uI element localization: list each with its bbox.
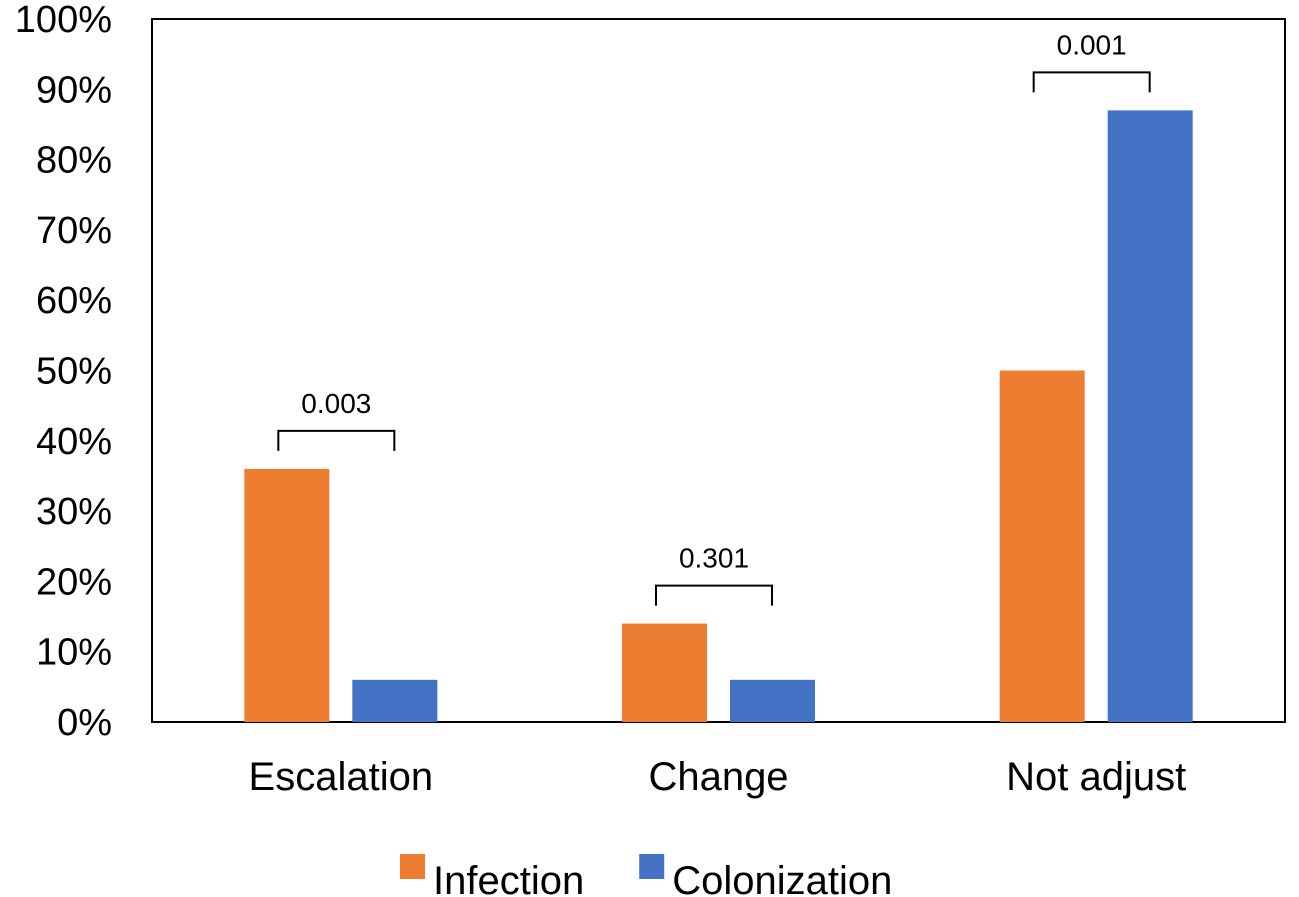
y-tick-label: 10%: [36, 632, 112, 674]
x-axis-labels: Escalation Change Not adjust: [249, 755, 1187, 799]
x-tick-label: Not adjust: [1006, 755, 1186, 799]
bar-infection-escalation: [244, 468, 330, 722]
significance-annotations: 0.003 0.301 0.001: [277, 29, 1151, 606]
bar-colonization-change: [730, 679, 815, 722]
legend-label-colonization: Colonization: [672, 859, 892, 897]
y-tick-label: 40%: [36, 421, 112, 463]
p-value-label: 0.301: [679, 543, 749, 574]
legend-label-infection: Infection: [433, 859, 584, 897]
x-tick-label: Escalation: [249, 755, 434, 799]
legend-swatch-colonization: [639, 854, 665, 879]
significance-bracket: [655, 584, 773, 606]
y-tick-label: 90%: [36, 69, 112, 111]
p-value-label: 0.003: [301, 388, 371, 419]
bar-infection-change: [622, 623, 707, 722]
y-tick-label: 60%: [36, 280, 112, 322]
y-tick-label: 0%: [57, 702, 112, 744]
p-value-label: 0.001: [1057, 29, 1127, 60]
bar-infection-not-adjust: [999, 370, 1085, 722]
y-axis-ticks: 0% 10% 20% 30% 40% 50% 60% 70% 80% 90% 100%: [15, 0, 112, 744]
bar-colonization-not-adjust: [1107, 110, 1193, 722]
plot-frame: [151, 18, 1286, 723]
x-tick-label: Change: [648, 755, 788, 799]
y-tick-label: 100%: [15, 0, 112, 41]
y-tick-label: 20%: [36, 561, 112, 603]
bars: [244, 110, 1193, 722]
significance-bracket: [277, 429, 396, 451]
y-tick-label: 70%: [36, 210, 112, 252]
legend-swatch-infection: [400, 854, 425, 879]
y-tick-label: 50%: [36, 351, 112, 393]
significance-bracket: [1032, 71, 1151, 93]
plot-border: [151, 18, 1286, 723]
legend: Infection Colonization: [400, 854, 892, 897]
y-tick-label: 30%: [36, 491, 112, 533]
y-tick-label: 80%: [36, 140, 112, 182]
bar-colonization-escalation: [352, 679, 438, 722]
